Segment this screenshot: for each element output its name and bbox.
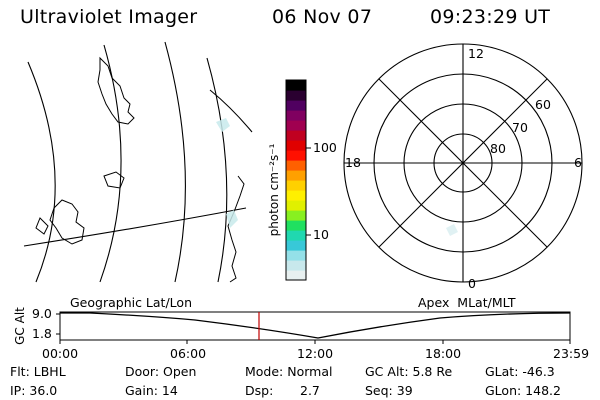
time-label: 09:23:29 UT — [430, 6, 551, 28]
timeline-left-title: Geographic Lat/Lon — [70, 295, 192, 310]
timeline-x-tick: 18:00 — [425, 346, 462, 361]
colorbar-cell — [286, 200, 306, 211]
colorbar-cell — [286, 250, 306, 261]
coastline — [49, 199, 85, 245]
date-label: 06 Nov 07 — [272, 6, 373, 28]
mlt-label-12: 12 — [468, 46, 484, 61]
timeline-y-tick-min: 1.8 — [32, 326, 52, 341]
colorbar-cell — [286, 150, 306, 161]
timeline-x-tick: 00:00 — [42, 346, 79, 361]
coastline — [103, 171, 125, 189]
colorbar-cell — [286, 180, 306, 191]
polar-plot — [343, 43, 583, 283]
timeline-x-tick: 12:00 — [297, 346, 334, 361]
colorbar-cell — [286, 90, 306, 101]
colorbar-cell — [286, 230, 306, 241]
longitude-line — [206, 57, 228, 283]
coastline — [227, 175, 245, 283]
longitude-line — [99, 44, 122, 283]
colorbar-cell — [286, 80, 306, 91]
gain-status: Gain: 14 — [125, 383, 178, 398]
colorbar-cell — [286, 190, 306, 201]
geographic-latitude-status: GLat: -46.3 — [485, 364, 555, 379]
colorbar-cell — [286, 270, 306, 281]
door-status: Door: Open — [125, 364, 197, 379]
instrument-title: Ultraviolet Imager — [20, 6, 198, 28]
latitude-line — [209, 89, 253, 133]
colorbar-cell — [286, 140, 306, 151]
mlt-label-18: 18 — [345, 155, 361, 170]
colorbar-cell — [286, 170, 306, 181]
colorbar-cell — [286, 210, 306, 221]
mlat-label-70: 70 — [512, 120, 528, 135]
colorbar-cell — [286, 100, 306, 111]
display-label: Dsp: — [245, 383, 274, 398]
latitude-line — [23, 207, 247, 247]
timeline-x-tick: 23:59 — [553, 346, 590, 361]
geographic-longitude-status: GLon: 148.2 — [485, 383, 561, 398]
timeline-y-tick-max: 9.0 — [32, 306, 52, 321]
auroral-emission — [216, 118, 238, 228]
ip-status: IP: 36.0 — [10, 383, 58, 398]
colorbar-cell — [286, 220, 306, 231]
colorbar-tick-100: 100 — [313, 140, 337, 155]
coastline — [97, 56, 135, 125]
colorbar-cell — [286, 260, 306, 271]
altitude-trace — [60, 312, 571, 339]
colorbar-cell — [286, 160, 306, 171]
colorbar — [285, 79, 311, 281]
coastline — [35, 217, 49, 235]
gc-altitude-status: GC Alt: 5.8 Re — [365, 364, 453, 379]
colorbar-cell — [286, 120, 306, 131]
colorbar-cell — [286, 110, 306, 121]
colorbar-cell — [286, 240, 306, 251]
polar-emission — [446, 224, 458, 236]
timeline-plot — [56, 311, 571, 344]
sequence-status: Seq: 39 — [365, 383, 413, 398]
longitude-line — [164, 41, 186, 283]
mlat-label-80: 80 — [490, 141, 506, 156]
mode-status: Mode: Normal — [245, 364, 333, 379]
timeline-right-title: Apex MLat/MLT — [418, 295, 516, 310]
timeline-y-axis-label: GC Alt — [13, 307, 27, 345]
filter-status: Flt: LBHL — [10, 364, 66, 379]
mlt-label-0: 0 — [468, 276, 476, 291]
colorbar-unit-label: photon cm⁻²s⁻¹ — [267, 143, 281, 236]
colorbar-cell — [286, 130, 306, 141]
colorbar-tick-10: 10 — [313, 227, 329, 242]
geographic-map — [23, 41, 253, 283]
display-value: 2.7 — [300, 383, 320, 398]
mlat-label-60: 60 — [535, 97, 551, 112]
mlt-label-6: 6 — [574, 155, 582, 170]
timeline-x-tick: 06:00 — [170, 346, 207, 361]
longitude-line — [27, 61, 56, 283]
